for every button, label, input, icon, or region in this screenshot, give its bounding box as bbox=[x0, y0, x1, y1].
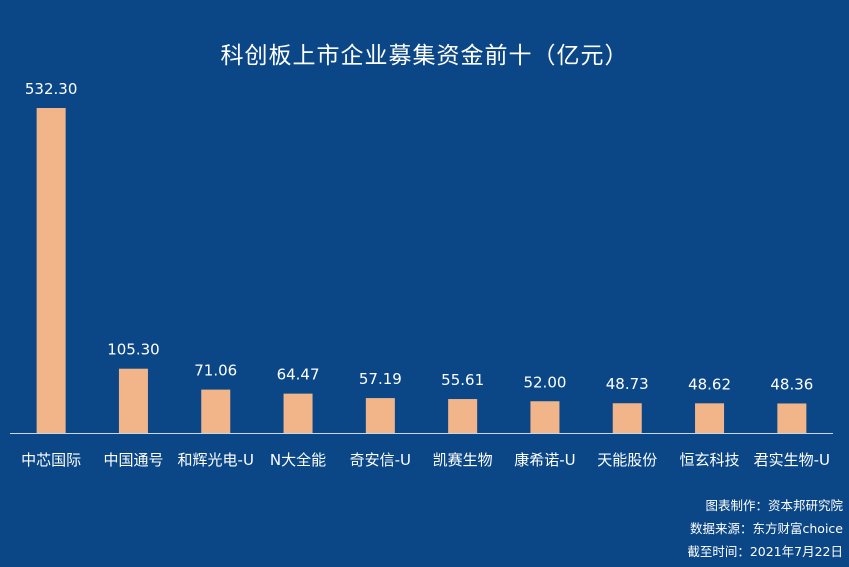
value-label-10: 48.36 bbox=[770, 375, 813, 393]
cutoff-date: 截至时间：2021年7月22日 bbox=[687, 544, 843, 559]
category-label-4: N大全能 bbox=[270, 451, 326, 469]
data-source: 数据来源：东方财富choice bbox=[690, 521, 843, 536]
bar-6 bbox=[448, 399, 478, 433]
value-label-2: 105.30 bbox=[107, 341, 160, 359]
bar-1 bbox=[36, 108, 66, 433]
value-label-9: 48.62 bbox=[688, 375, 731, 393]
category-label-3: 和辉光电-U bbox=[178, 451, 254, 469]
category-label-1: 中芯国际 bbox=[21, 451, 81, 469]
bar-8 bbox=[612, 403, 642, 433]
category-label-2: 中国通号 bbox=[103, 451, 163, 469]
category-label-6: 凯赛生物 bbox=[433, 451, 493, 469]
category-label-10: 君实生物-U bbox=[754, 451, 830, 469]
bar-10 bbox=[777, 403, 807, 433]
value-label-4: 64.47 bbox=[277, 366, 320, 384]
value-label-3: 71.06 bbox=[194, 362, 237, 380]
bar-9 bbox=[695, 403, 725, 433]
value-label-7: 52.00 bbox=[523, 373, 566, 391]
bar-2 bbox=[118, 368, 148, 433]
category-label-9: 恒玄科技 bbox=[680, 451, 740, 469]
bar-4 bbox=[283, 393, 313, 433]
footer-notes: 图表制作：资本邦研究院 数据来源：东方财富choice 截至时间：2021年7月… bbox=[687, 494, 843, 563]
bar-3 bbox=[201, 389, 231, 433]
category-label-5: 奇安信-U bbox=[350, 451, 411, 469]
value-label-6: 55.61 bbox=[441, 371, 484, 389]
chart-credit: 图表制作：资本邦研究院 bbox=[705, 498, 843, 513]
value-labels-group: 532.30 105.30 71.06 64.47 57.19 55.61 52.00 48.… bbox=[25, 80, 813, 393]
value-label-5: 57.19 bbox=[359, 370, 402, 388]
bars-group bbox=[36, 108, 807, 433]
value-label-1: 532.30 bbox=[25, 80, 78, 98]
category-label-8: 天能股份 bbox=[597, 451, 657, 469]
bar-5 bbox=[365, 398, 395, 433]
value-label-8: 48.73 bbox=[606, 375, 649, 393]
category-label-7: 康希诺-U bbox=[514, 451, 575, 469]
category-labels-group: 中芯国际 中国通号 和辉光电-U N大全能 奇安信-U 凯赛生物 康希诺-U 天能股份 恒玄科技… bbox=[21, 451, 830, 469]
bar-7 bbox=[530, 401, 560, 433]
chart-title: 科创板上市企业募集资金前十（亿元） bbox=[220, 43, 629, 69]
